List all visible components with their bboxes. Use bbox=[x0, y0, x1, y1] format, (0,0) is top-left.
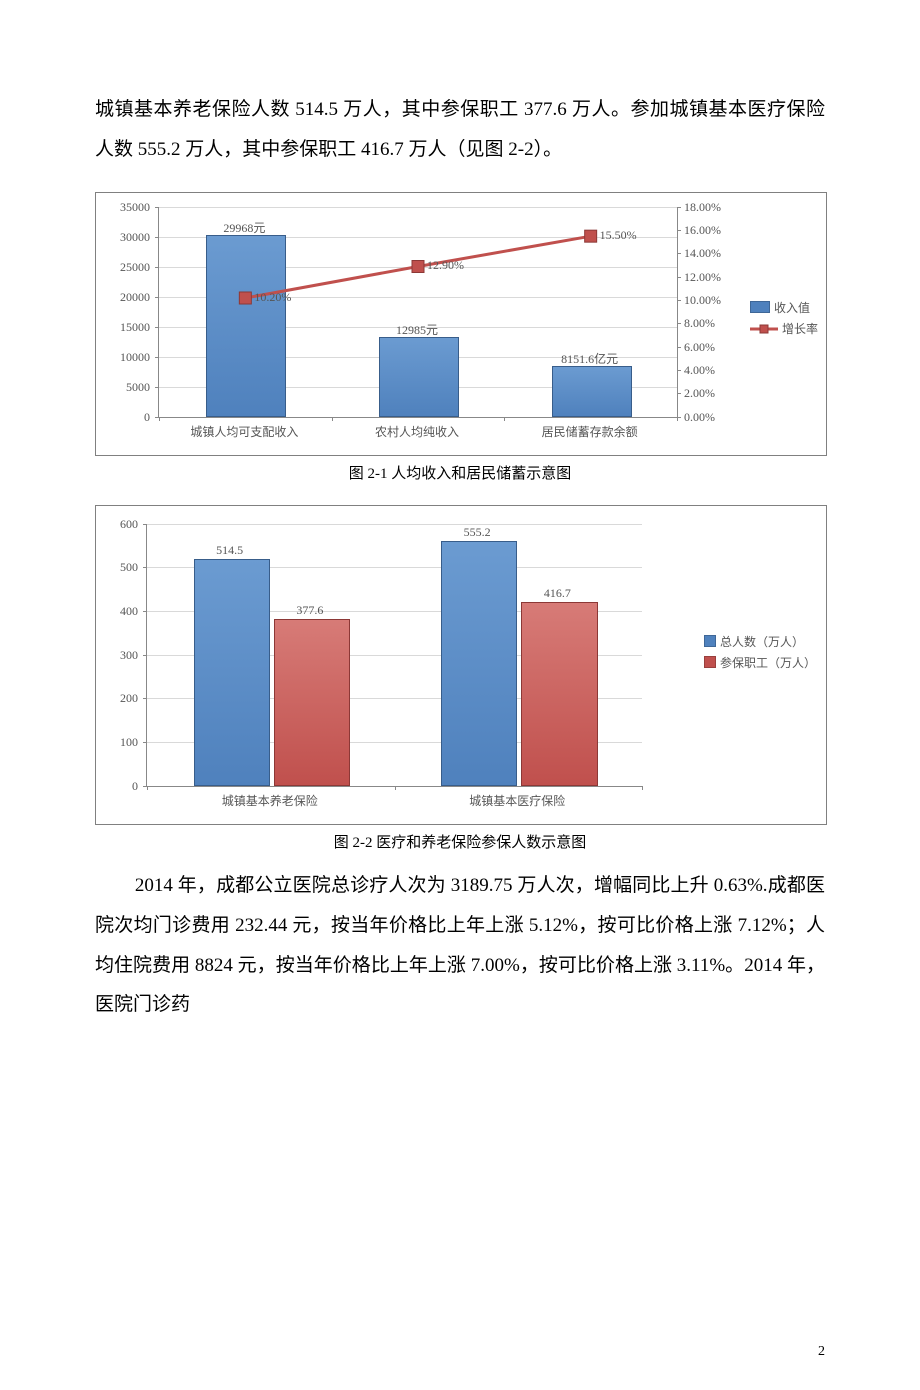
chart1-bar-label: 29968元 bbox=[223, 219, 265, 236]
chart1-y-right-tick: 4.00% bbox=[684, 363, 715, 378]
chart1-y-left-tick: 0 bbox=[96, 410, 150, 425]
chart2-bar bbox=[274, 619, 350, 786]
chart1-legend-label: 收入值 bbox=[774, 299, 810, 316]
chart1-y-left-tick: 5000 bbox=[96, 380, 150, 395]
chart-insurance-participants: 0 100 200 300 400 500 600 514.5 377.6 城镇基本养老保险 555… bbox=[95, 505, 827, 825]
chart2-bar-label: 514.5 bbox=[216, 543, 243, 558]
chart1-y-left-tick: 15000 bbox=[96, 320, 150, 335]
chart2-bar bbox=[194, 559, 270, 786]
chart-income-savings: 0 5000 10000 15000 20000 25000 30000 35000 0.00%… bbox=[95, 192, 827, 456]
chart1-legend: 收入值增长率 bbox=[750, 295, 818, 341]
chart2-legend-label: 总人数（万人） bbox=[720, 633, 804, 650]
chart2-y-tick: 100 bbox=[96, 735, 138, 750]
chart1-legend-label: 增长率 bbox=[782, 320, 818, 337]
chart2-legend-label: 参保职工（万人） bbox=[720, 654, 816, 671]
chart2-y-tick: 300 bbox=[96, 648, 138, 663]
chart1-y-left-tick: 35000 bbox=[96, 200, 150, 215]
chart1-y-right-tick: 18.00% bbox=[684, 200, 721, 215]
chart2-category: 城镇基本养老保险 bbox=[222, 792, 318, 809]
chart1-line-label: 12.90% bbox=[427, 258, 464, 273]
chart2-bar-label: 377.6 bbox=[296, 603, 323, 618]
page-number: 2 bbox=[818, 1344, 825, 1360]
chart1-y-right-tick: 12.00% bbox=[684, 270, 721, 285]
chart2-y-tick: 400 bbox=[96, 604, 138, 619]
chart2-y-tick: 200 bbox=[96, 691, 138, 706]
chart2-bar bbox=[521, 602, 597, 786]
chart1-y-left-tick: 30000 bbox=[96, 230, 150, 245]
chart2-y-tick: 0 bbox=[96, 779, 138, 794]
paragraph-2: 2014 年，成都公立医院总诊疗人次为 3189.75 万人次，增幅同比上升 0… bbox=[95, 866, 825, 1026]
chart1-y-left-tick: 20000 bbox=[96, 290, 150, 305]
chart2-y-tick: 500 bbox=[96, 560, 138, 575]
chart1-y-left-tick: 25000 bbox=[96, 260, 150, 275]
chart2-category: 城镇基本医疗保险 bbox=[469, 792, 565, 809]
chart1-line-label: 15.50% bbox=[600, 228, 637, 243]
chart1-category: 居民储蓄存款余额 bbox=[542, 423, 638, 440]
chart1-bar-label: 12985元 bbox=[396, 321, 438, 338]
chart1-y-right-tick: 2.00% bbox=[684, 386, 715, 401]
chart2-bar-label: 555.2 bbox=[464, 525, 491, 540]
caption-chart2: 图 2-2 医疗和养老保险参保人数示意图 bbox=[95, 831, 825, 852]
chart1-y-right-tick: 8.00% bbox=[684, 316, 715, 331]
chart1-y-right-tick: 0.00% bbox=[684, 410, 715, 425]
chart1-y-right-tick: 6.00% bbox=[684, 340, 715, 355]
chart1-bar-label: 8151.6亿元 bbox=[561, 350, 618, 367]
chart1-category: 城镇人均可支配收入 bbox=[190, 423, 298, 440]
chart2-bar-label: 416.7 bbox=[544, 586, 571, 601]
caption-chart1: 图 2-1 人均收入和居民储蓄示意图 bbox=[95, 462, 825, 483]
paragraph-1: 城镇基本养老保险人数 514.5 万人，其中参保职工 377.6 万人。参加城镇… bbox=[95, 90, 825, 170]
chart1-y-right-tick: 16.00% bbox=[684, 223, 721, 238]
chart2-legend: 总人数（万人） 参保职工（万人） bbox=[704, 629, 816, 675]
chart1-category: 农村人均纯收入 bbox=[375, 423, 459, 440]
chart2-bar bbox=[441, 541, 517, 785]
chart1-line-label: 10.20% bbox=[254, 290, 291, 305]
chart2-y-tick: 600 bbox=[96, 517, 138, 532]
chart1-y-left-tick: 10000 bbox=[96, 350, 150, 365]
chart1-y-right-tick: 10.00% bbox=[684, 293, 721, 308]
chart1-y-right-tick: 14.00% bbox=[684, 246, 721, 261]
